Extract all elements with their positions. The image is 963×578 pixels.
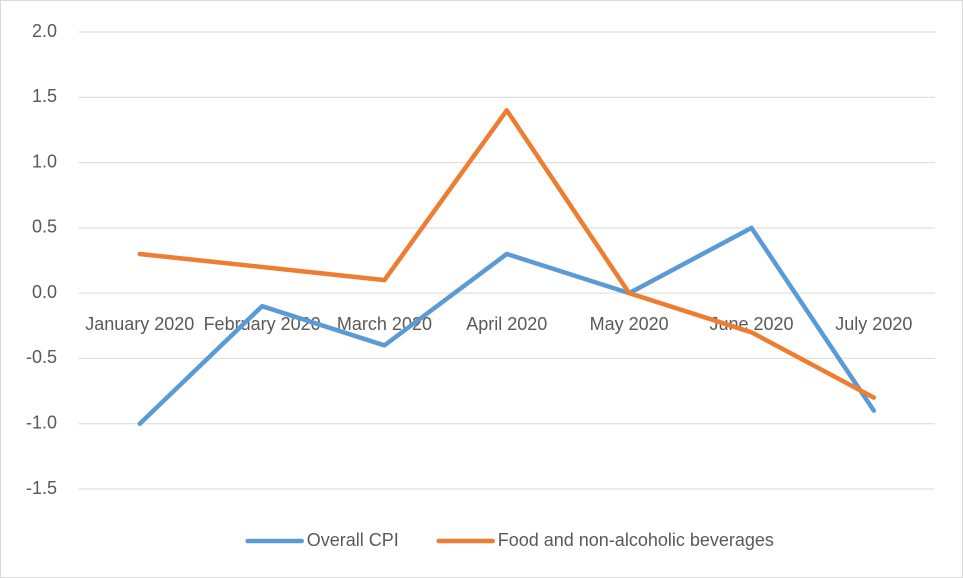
x-tick-label: March 2020 (337, 314, 432, 334)
series-line (137, 225, 877, 426)
x-tick-label: May 2020 (590, 314, 669, 334)
y-tick-label: -1.0 (26, 412, 57, 432)
y-tick-label: 1.0 (32, 151, 57, 171)
legend-label: Food and non-alcoholic beverages (498, 530, 774, 550)
legend-label: Overall CPI (307, 530, 399, 550)
legend: Overall CPI Food and non-alcoholic bevera… (245, 530, 774, 550)
y-tick-label: 0.5 (32, 217, 57, 237)
y-tick-label: 0.0 (32, 282, 57, 302)
x-tick-label: April 2020 (466, 314, 547, 334)
x-tick-label: July 2020 (835, 314, 912, 334)
y-tick-label: -1.5 (26, 478, 57, 498)
series-line (137, 108, 877, 400)
y-tick-label: -0.5 (26, 347, 57, 367)
y-tick-label: 2.0 (32, 21, 57, 41)
x-tick-label: February 2020 (204, 314, 321, 334)
x-tick-label: January 2020 (85, 314, 194, 334)
x-tick-label: June 2020 (709, 314, 793, 334)
y-tick-label: 1.5 (32, 86, 57, 106)
